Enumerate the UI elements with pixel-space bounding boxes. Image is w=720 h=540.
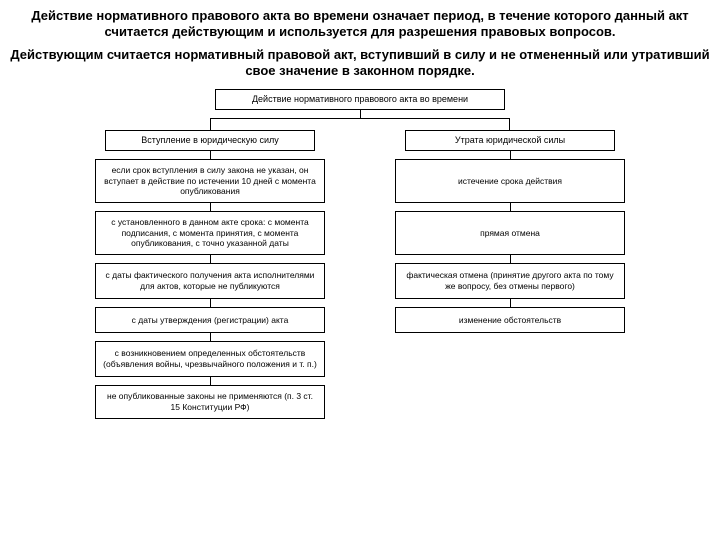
left-item: с даты фактического получения акта испол… (95, 263, 325, 299)
connector (510, 255, 511, 263)
right-item: изменение обстоятельств (395, 307, 625, 333)
right-item: истечение срока действия (395, 159, 625, 203)
left-item: если срок вступления в силу закона не ук… (95, 159, 325, 203)
connector (510, 299, 511, 307)
connector (210, 255, 211, 263)
right-column: Утрата юридической силы истечение срока … (375, 130, 645, 419)
connector (210, 333, 211, 341)
flowchart: Действие нормативного правового акта во … (10, 89, 710, 419)
columns-wrap: Вступление в юридическую силу если срок … (10, 130, 710, 419)
left-item: с даты утверждения (регистрации) акта (95, 307, 325, 333)
left-column-head: Вступление в юридическую силу (105, 130, 315, 151)
root-node: Действие нормативного правового акта во … (215, 89, 505, 110)
connector (360, 110, 361, 118)
left-item: не опубликованные законы не применяются … (95, 385, 325, 419)
connector (210, 377, 211, 385)
connector (510, 203, 511, 211)
branch-connector (90, 118, 630, 130)
connector (210, 151, 211, 159)
intro-paragraph-1: Действие нормативного правового акта во … (10, 8, 710, 41)
connector (210, 299, 211, 307)
connector (210, 203, 211, 211)
connector (510, 151, 511, 159)
left-item: с возникновением определенных обстоятель… (95, 341, 325, 377)
right-item: прямая отмена (395, 211, 625, 255)
left-column: Вступление в юридическую силу если срок … (75, 130, 345, 419)
right-column-head: Утрата юридической силы (405, 130, 615, 151)
intro-paragraph-2: Действующим считается нормативный правов… (10, 47, 710, 80)
left-item: с установленного в данном акте срока: с … (95, 211, 325, 255)
right-item: фактическая отмена (принятие другого акт… (395, 263, 625, 299)
